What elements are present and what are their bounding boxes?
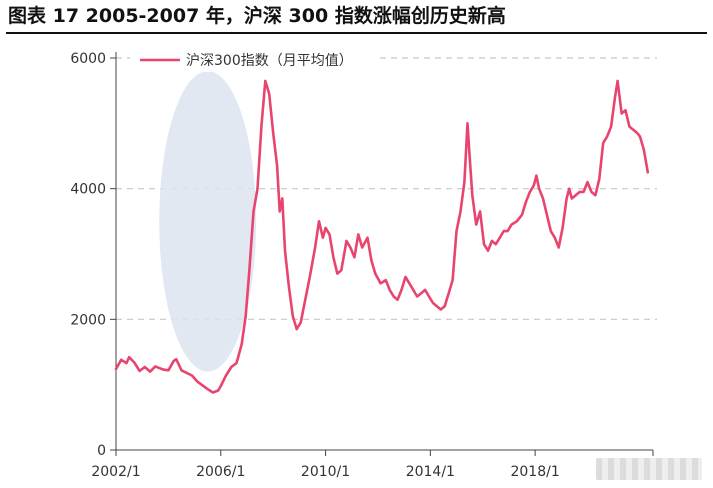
legend-label: 沪深300指数（月平均值） [186, 53, 353, 69]
x-tick-label: 2002/1 [91, 464, 140, 480]
x-tick-label: 2014/1 [406, 464, 455, 480]
series-lines [114, 79, 650, 394]
highlight-region [159, 71, 257, 372]
title-underline [6, 32, 707, 34]
watermark-blur [596, 458, 702, 480]
y-tick-label: 4000 [70, 182, 106, 198]
x-tick-label: 2006/1 [196, 464, 245, 480]
y-tick-label: 2000 [70, 312, 106, 328]
figure-title: 图表 17 2005-2007 年，沪深 300 指数涨幅创历史新高 [8, 5, 506, 27]
legend: 沪深300指数（月平均值） [130, 48, 380, 72]
y-tick-label: 0 [97, 443, 106, 459]
highlight-ellipse [159, 71, 257, 372]
x-tick-label: 2018/1 [510, 464, 559, 480]
y-tick-label: 6000 [70, 51, 106, 67]
series-line-0 [114, 79, 650, 394]
axes: 0 2000 4000 6000 2002/1 2006/1 2010/1 2014/1 201… [70, 51, 654, 480]
x-tick-label: 2010/1 [301, 464, 350, 480]
